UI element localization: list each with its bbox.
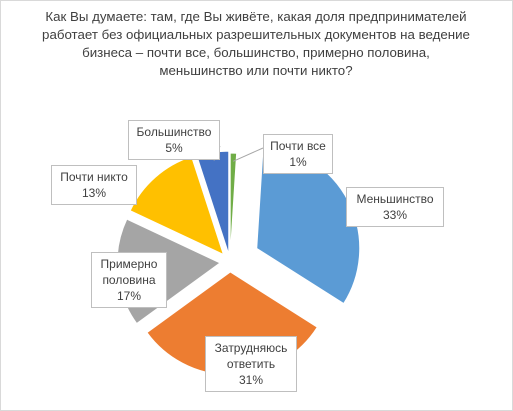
- chart-title: Как Вы думаете: там, где Вы живёте, кака…: [42, 9, 470, 78]
- data-label-bolshinstvo: Большинство 5%: [128, 120, 220, 160]
- data-label-pochti-nikto: Почти никто 13%: [51, 165, 137, 205]
- pie-slices: [116, 145, 361, 376]
- data-label-zatrudnyayus: Затрудняюсь ответить 31%: [205, 336, 297, 392]
- leader-line-pochti-vse: [232, 147, 264, 162]
- data-label-polovina: Примерно половина 17%: [91, 252, 167, 308]
- slice-pochti-vse: [229, 152, 238, 257]
- data-label-pochti-vse: Почти все 1%: [263, 134, 333, 174]
- data-label-menshinstvo: Меньшинство 33%: [346, 187, 444, 227]
